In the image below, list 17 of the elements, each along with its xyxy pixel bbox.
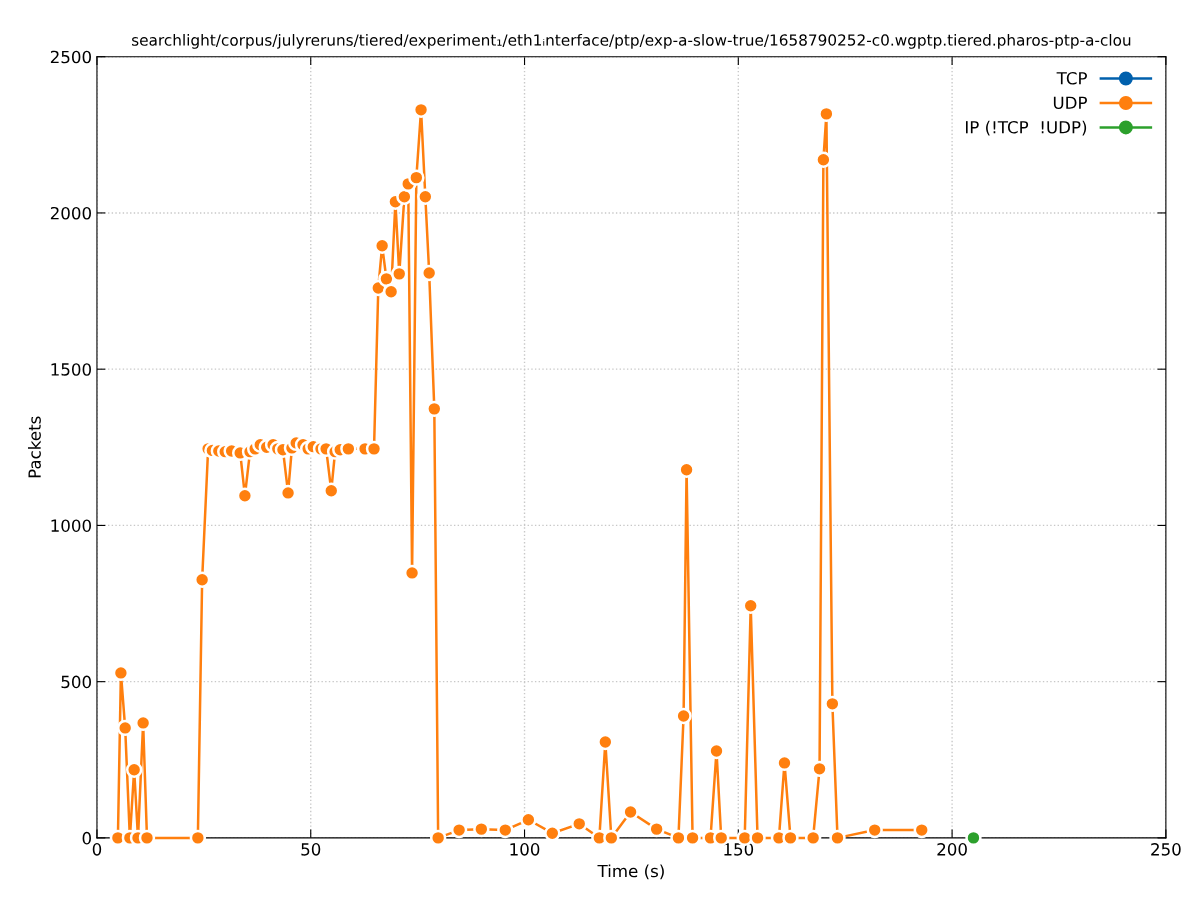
- y-tick-label: 2500: [50, 50, 91, 64]
- y-tick-label: 500: [61, 675, 91, 689]
- x-tick-label: 0: [92, 843, 102, 856]
- x-tick-label: 50: [301, 843, 321, 856]
- x-tick-label: 100: [510, 843, 540, 856]
- legend-label: IP (!TCP !UDP): [965, 120, 1087, 136]
- legend-label: TCP: [1056, 71, 1087, 85]
- x-tick-label: 200: [937, 843, 967, 856]
- y-tick-label: 2000: [50, 206, 91, 220]
- y-tick-label: 1000: [51, 519, 91, 532]
- legend-label: UDP: [1053, 96, 1087, 110]
- chart-title: searchlight/corpus/julyreruns/tiered/experiment₁/eth1ᵢnterface/ptp/exp-a-slow-true/1658790252-c0.wgptp.tiered.pharos-ptp-a-clou: [132, 33, 1131, 49]
- x-axis-title: Time (s): [597, 864, 664, 880]
- y-tick-label: 1500: [51, 363, 91, 376]
- x-tick-label: 250: [1151, 843, 1181, 856]
- y-tick-label: 0: [82, 831, 91, 845]
- y-axis-title: Packets: [27, 416, 41, 478]
